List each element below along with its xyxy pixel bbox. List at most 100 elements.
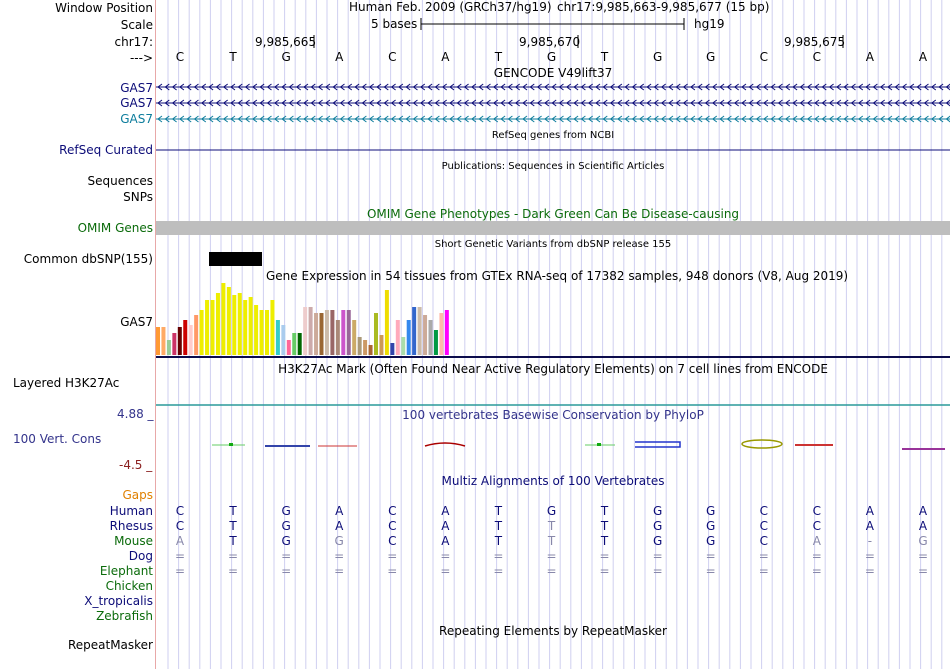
gtex-tissue-bar xyxy=(205,300,210,355)
multiz-base: C xyxy=(388,504,397,518)
multiz-base: = xyxy=(546,549,557,563)
multiz-base: = xyxy=(758,549,769,563)
multiz-species-label[interactable]: Elephant xyxy=(99,564,153,578)
multiz-species-label[interactable]: Mouse xyxy=(114,534,153,548)
gtex-tissue-bar xyxy=(232,295,237,355)
multiz-base: = xyxy=(705,549,716,563)
h3k27ac-track-label[interactable]: Layered H3K27Ac xyxy=(13,376,120,390)
multiz-base: G xyxy=(281,504,291,518)
conservation-score-glyph xyxy=(424,442,466,447)
gencode-track-label-3[interactable]: GAS7 xyxy=(120,112,153,126)
multiz-species-label[interactable]: Rhesus xyxy=(109,519,153,533)
gtex-tissue-bar xyxy=(319,313,324,355)
gtex-tissue-bar xyxy=(210,300,215,355)
multiz-base: C xyxy=(175,504,185,518)
multiz-gaps-label[interactable]: Gaps xyxy=(122,488,153,502)
strand-chevrons xyxy=(157,115,950,123)
multiz-base: = xyxy=(281,549,292,563)
window-position-label: Window Position xyxy=(55,1,153,15)
multiz-base: = xyxy=(917,564,928,578)
cons-min-label: -4.5 _ xyxy=(119,458,153,472)
gtex-tissue-bar xyxy=(286,340,291,355)
gtex-tissue-bar xyxy=(226,287,231,355)
omim-phenotype-bar xyxy=(156,221,950,235)
multiz-base: C xyxy=(759,534,768,548)
publications-snps-label[interactable]: SNPs xyxy=(123,190,153,204)
sequence-base: T xyxy=(494,50,503,64)
sequence-base: A xyxy=(918,50,928,64)
sequence-base: G xyxy=(706,50,716,64)
multiz-species-label[interactable]: Dog xyxy=(128,549,153,563)
multiz-base: = xyxy=(758,564,769,578)
coord-tick-2: 9,985,670 xyxy=(519,35,581,49)
omim-track-label[interactable]: OMIM Genes xyxy=(77,221,153,235)
publications-sequences-label[interactable]: Sequences xyxy=(87,174,153,188)
multiz-species-label[interactable]: Zebrafish xyxy=(96,609,153,623)
dbsnp-variant xyxy=(209,252,262,266)
multiz-species-label[interactable]: Chicken xyxy=(105,579,153,593)
dbsnp-track-label[interactable]: Common dbSNP(155) xyxy=(23,252,153,266)
gtex-tissue-bar xyxy=(215,293,220,355)
gtex-tissue-bar xyxy=(330,310,335,355)
gtex-tissue-bar xyxy=(194,315,199,355)
multiz-base: G xyxy=(334,534,344,548)
repeatmasker-track-label[interactable]: RepeatMasker xyxy=(67,638,153,652)
gtex-tissue-bar xyxy=(177,327,182,355)
multiz-base: A xyxy=(175,534,185,548)
sequence-base: C xyxy=(388,50,397,64)
gencode-track-label-2[interactable]: GAS7 xyxy=(120,96,153,110)
multiz-base: T xyxy=(494,504,503,518)
refseq-track-label[interactable]: RefSeq Curated xyxy=(59,143,153,157)
multiz-base: = xyxy=(546,564,557,578)
sequence-base: C xyxy=(759,50,768,64)
multiz-base: T xyxy=(494,519,503,533)
multiz-base: T xyxy=(229,504,237,518)
conservation-score-glyph xyxy=(597,443,601,446)
multiz-base: T xyxy=(229,519,237,533)
multiz-base: = xyxy=(599,564,610,578)
gtex-tissue-bar xyxy=(166,340,171,355)
cons-track-label[interactable]: 100 Vert. Cons xyxy=(13,432,102,446)
gtex-tissue-bar xyxy=(156,327,160,355)
multiz-base: G xyxy=(918,534,928,548)
publications-title: Publications: Sequences in Scientific Ar… xyxy=(441,161,665,172)
gtex-tissue-bar xyxy=(248,297,253,355)
multiz-base: A xyxy=(865,504,875,518)
multiz-base: A xyxy=(335,504,344,518)
coord-tick-3: 9,985,675 xyxy=(784,35,846,49)
gtex-tissue-bar xyxy=(183,320,188,355)
gtex-tissue-bar xyxy=(374,313,378,355)
gtex-tissue-bar xyxy=(363,340,368,355)
gtex-tissue-bar xyxy=(384,290,389,355)
gtex-tissue-bar xyxy=(428,320,433,355)
gtex-tissue-bar xyxy=(254,305,259,355)
db-label: hg19 xyxy=(694,17,725,31)
gencode-title: GENCODE V49lift37 xyxy=(493,66,613,80)
multiz-species-label[interactable]: Human xyxy=(109,504,153,518)
gtex-tissue-bar xyxy=(368,345,373,355)
multiz-species-label[interactable]: X_tropicalis xyxy=(84,594,153,608)
gencode-track-label-1[interactable]: GAS7 xyxy=(120,81,153,95)
multiz-base: = xyxy=(864,549,875,563)
conservation-score-glyph xyxy=(229,443,233,446)
multiz-base: A xyxy=(918,519,928,533)
scale-label: Scale xyxy=(120,18,153,32)
gtex-tissue-bar xyxy=(172,333,177,355)
multiz-base: = xyxy=(228,549,239,563)
multiz-base: G xyxy=(706,519,716,533)
gtex-tissue-bar xyxy=(406,320,411,355)
multiz-base: C xyxy=(812,519,822,533)
gtex-tissue-bar xyxy=(270,300,275,355)
gtex-tissue-bar xyxy=(433,330,438,355)
gtex-track-label[interactable]: GAS7 xyxy=(120,315,153,329)
gtex-tissue-bar xyxy=(221,283,226,355)
multiz-base: T xyxy=(600,519,609,533)
gtex-tissue-bar xyxy=(395,320,400,355)
multiz-base: A xyxy=(812,534,821,548)
sequence-base: C xyxy=(175,50,185,64)
multiz-base: = xyxy=(228,564,239,578)
multiz-base: G xyxy=(706,504,716,518)
gtex-tissue-bar xyxy=(161,327,166,355)
gtex-tissue-bar xyxy=(444,310,449,355)
